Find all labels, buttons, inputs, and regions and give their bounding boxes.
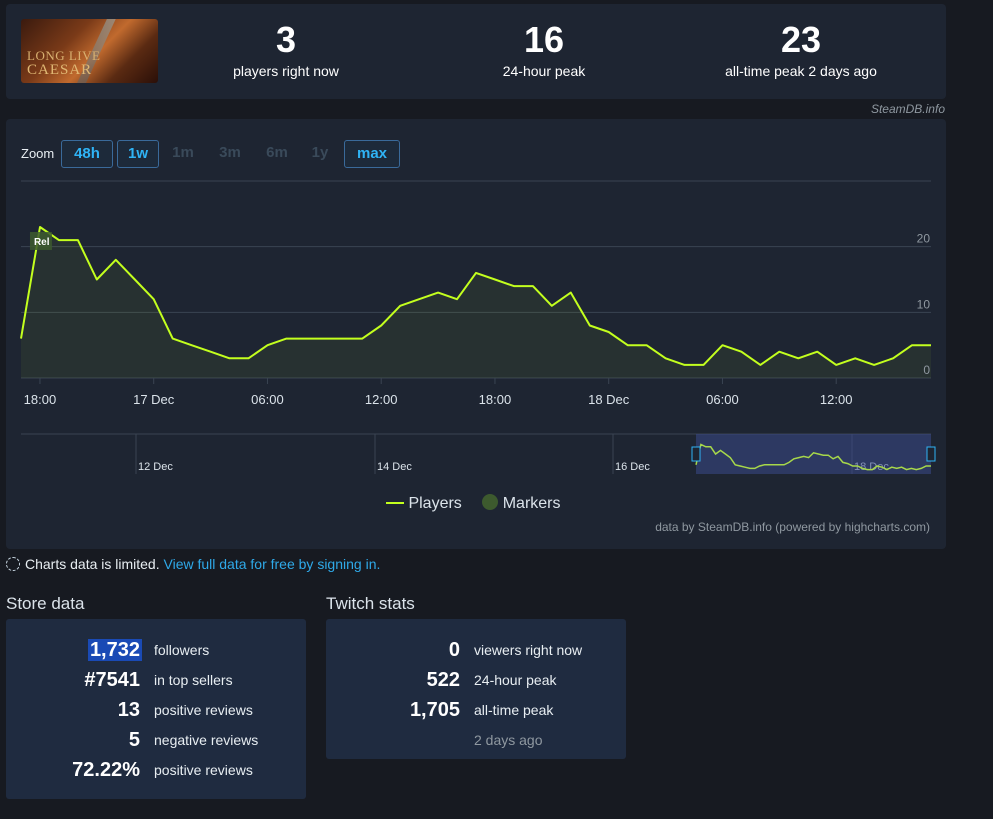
players-series-line [20, 226, 931, 366]
x-tick-label: 06:00 [706, 392, 739, 407]
players-area-fill [21, 227, 931, 378]
steamdb-credit[interactable]: SteamDB.info [870, 102, 945, 116]
x-tick-label: 18:00 [479, 392, 512, 407]
store-value: 13 [117, 699, 140, 721]
navigator-label: 14 Dec [377, 461, 412, 473]
store-row-followers: 1,732 followers [6, 635, 306, 665]
stat-players-now: 3 players right now [216, 18, 356, 80]
store-data-title: Store data [6, 594, 85, 613]
twitch-row-sub: 2 days ago [326, 725, 626, 755]
stat-value: 23 [780, 19, 822, 60]
y-tick-label: 20 [917, 232, 931, 246]
stat-label: players right now [233, 63, 339, 79]
twitch-label: all-time peak [474, 702, 554, 718]
stat-all-time-peak: 23 all-time peak 2 days ago [701, 18, 901, 80]
chart-area [20, 226, 931, 378]
store-label: negative reviews [154, 732, 259, 748]
store-value: 1,732 [87, 635, 142, 665]
twitch-label: viewers right now [474, 642, 583, 658]
stat-value: 3 [275, 19, 297, 60]
y-tick-label: 0 [923, 363, 930, 377]
twitch-row-24h-peak: 522 24-hour peak [326, 665, 626, 695]
y-axis: 0 10 20 [917, 232, 931, 377]
store-label: in top sellers [154, 672, 233, 688]
x-tick-label: 18:00 [24, 392, 57, 407]
sign-in-link[interactable]: View full data for free by signing in. [163, 556, 381, 572]
store-label: followers [154, 642, 210, 658]
zoom-1w-button[interactable]: 1w [117, 140, 159, 168]
twitch-value: 1,705 [409, 699, 460, 721]
x-tick-label: 18 Dec [588, 392, 630, 407]
store-row-top-sellers: #7541 in top sellers [6, 665, 306, 695]
chart-credit[interactable]: data by SteamDB.info (powered by highcha… [655, 520, 930, 534]
navigator-label: 16 Dec [615, 461, 650, 473]
x-tick-label: 12:00 [820, 392, 853, 407]
zoom-max-button[interactable]: max [344, 140, 400, 168]
y-tick-label: 10 [917, 297, 931, 311]
zoom-3m-button[interactable]: 3m [219, 144, 241, 161]
zoom-1m-button[interactable]: 1m [172, 144, 194, 161]
legend-markers[interactable]: Markers [482, 494, 561, 512]
game-thumbnail[interactable]: LONG LIVE CAESAR [21, 19, 158, 83]
release-marker: Rel [29, 231, 52, 250]
zoom-label: Zoom [21, 146, 55, 161]
store-row-review-percent: 72.22% positive reviews [6, 755, 306, 785]
legend-players-label: Players [408, 495, 462, 512]
loading-spinner-icon [6, 557, 20, 571]
stat-value: 16 [523, 19, 565, 60]
chart-legend: Players Markers [386, 494, 561, 513]
twitch-stats-box: 0 viewers right now 522 24-hour peak 1,7… [326, 619, 626, 759]
followers-highlight: 1,732 [87, 639, 142, 661]
navigator-handle[interactable] [926, 446, 936, 462]
store-value: 5 [128, 729, 140, 751]
x-tick-label: 06:00 [251, 392, 284, 407]
release-marker-box [29, 231, 52, 250]
store-row-negative-reviews: 5 negative reviews [6, 725, 306, 755]
legend-markers-label: Markers [502, 495, 561, 512]
twitch-label: 24-hour peak [474, 672, 557, 688]
stat-label: all-time peak 2 days ago [725, 63, 877, 79]
twitch-row-all-time-peak: 1,705 all-time peak [326, 695, 626, 725]
stats-panel: LONG LIVE CAESAR 3 players right now 16 … [6, 4, 946, 99]
store-value: #7541 [84, 669, 140, 691]
markers-dot-icon [482, 494, 499, 510]
limited-text: Charts data is limited. [25, 556, 160, 572]
x-tick-label: 12:00 [365, 392, 398, 407]
release-marker-label: Rel [34, 237, 50, 248]
store-label: positive reviews [154, 702, 253, 718]
navigator-handle[interactable] [691, 446, 701, 462]
chart-grid [21, 180, 931, 379]
twitch-row-viewers: 0 viewers right now [326, 635, 626, 665]
thumbnail-title-line1: LONG LIVE [27, 48, 101, 63]
navigator-series-line [695, 443, 931, 471]
store-row-positive-reviews: 13 positive reviews [6, 695, 306, 725]
twitch-value: 0 [448, 639, 460, 661]
limited-notice: Charts data is limited. View full data f… [6, 556, 380, 572]
x-tick-label: 17 Dec [133, 392, 175, 407]
stat-label: 24-hour peak [502, 63, 586, 79]
twitch-peak-time: 2 days ago [474, 732, 543, 748]
players-line-icon [386, 502, 404, 504]
zoom-1y-button[interactable]: 1y [311, 144, 329, 161]
twitch-stats-title: Twitch stats [326, 594, 415, 613]
legend-players[interactable]: Players [386, 495, 466, 512]
zoom-48h-button[interactable]: 48h [61, 140, 113, 168]
chart-panel: Zoom 48h 1w 1m 3m 6m 1y max 18:00 17 Dec 0… [6, 119, 946, 549]
player-chart[interactable]: 18:00 17 Dec 06:00 12:00 18:00 18 Dec 06:00 12:… [6, 119, 946, 489]
stat-24h-peak: 16 24-hour peak [474, 18, 614, 80]
store-value: 72.22% [72, 759, 140, 781]
store-data-box: 1,732 followers #7541 in top sellers 13 … [6, 619, 306, 799]
store-label: positive reviews [154, 762, 253, 778]
x-axis: 18:00 17 Dec 06:00 12:00 18:00 18 Dec 06:00 12:… [24, 378, 853, 407]
twitch-value: 522 [426, 669, 460, 691]
zoom-6m-button[interactable]: 6m [266, 144, 288, 161]
navigator-label: 12 Dec [138, 461, 173, 473]
thumbnail-title-line2: CAESAR [27, 62, 93, 78]
